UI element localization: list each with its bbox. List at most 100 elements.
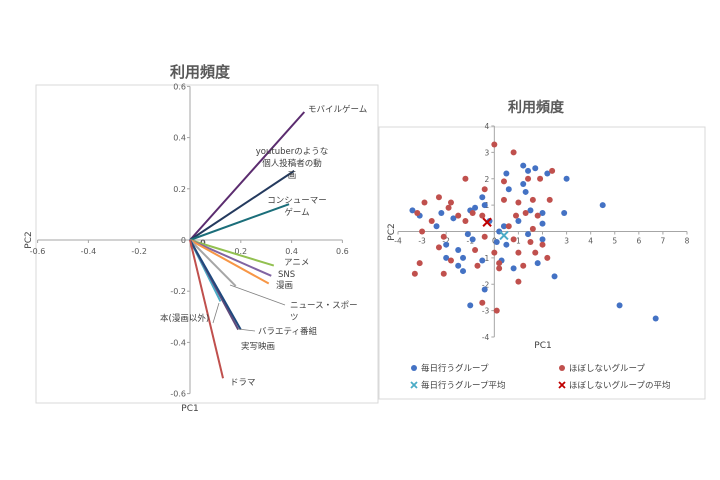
score-plot-point xyxy=(520,162,527,169)
score-plot-point xyxy=(493,307,500,314)
score-plot-point xyxy=(460,254,467,261)
loading-plot-frame xyxy=(35,84,379,404)
score-plot-point xyxy=(428,217,435,224)
loading-plot-x-tick-label: 0.2 xyxy=(234,247,247,256)
score-plot-y-tick-label: 3 xyxy=(485,148,490,157)
loading-vector xyxy=(189,239,242,331)
score-plot-points xyxy=(409,141,659,322)
score-plot-point xyxy=(421,199,428,206)
score-plot-point xyxy=(467,302,474,309)
score-plot-point xyxy=(503,170,510,177)
score-plot-point xyxy=(525,175,532,182)
score-plot-point xyxy=(496,260,503,267)
vector-label: ドラマ xyxy=(230,378,256,388)
score-plot-point xyxy=(491,141,498,148)
score-plot-point xyxy=(539,210,546,217)
loading-plot-x-tick-label: -0.6 xyxy=(30,247,46,256)
legend-marker xyxy=(558,381,566,389)
score-plot-point xyxy=(496,265,503,272)
score-plot-point xyxy=(493,239,500,246)
score-plot-point xyxy=(527,207,534,214)
score-plot-point xyxy=(505,186,512,193)
score-plot-point xyxy=(435,194,442,201)
score-plot-point xyxy=(522,188,529,195)
score-plot-point xyxy=(539,220,546,227)
loading-plot: 利用頻度 -0.6 -0.4 -0.2 0.2 0.4 0.6 0.6 0.4 0.2 0 -0.2… xyxy=(24,63,379,414)
score-plot-x-tick-label: -3 xyxy=(418,237,426,246)
vector-label: 漫画 xyxy=(276,280,293,291)
loading-plot-axes: -0.6 -0.4 -0.2 0.2 0.4 0.6 0.6 0.4 0.2 0 -0.2 -0.4 -… xyxy=(30,82,349,398)
score-plot-y-tick-label: 4 xyxy=(485,122,490,131)
score-plot-point xyxy=(525,231,532,238)
score-plot-point xyxy=(513,212,520,219)
score-plot-point xyxy=(447,199,454,206)
score-plot-point xyxy=(537,175,544,182)
vector-label: アニメ xyxy=(284,258,309,268)
legend-label: 毎日行うグループ xyxy=(421,363,489,374)
score-plot-point xyxy=(481,186,488,193)
vector-label-leader xyxy=(229,284,286,306)
score-plot-point xyxy=(447,257,454,264)
score-plot-x-axis-label: PC1 xyxy=(534,341,551,351)
loading-plot-y-axis-label: PC2 xyxy=(24,231,34,248)
vector-label: モバイルゲーム xyxy=(308,104,367,115)
loading-plot-x-axis-label: PC1 xyxy=(181,404,198,414)
score-plot-point xyxy=(472,204,479,211)
score-plot-point xyxy=(443,241,450,248)
score-plot-point xyxy=(443,254,450,261)
score-plot-point xyxy=(455,262,462,269)
score-plot-point xyxy=(515,217,522,224)
score-plot-axes: -4-3-2-10123456784321-1-2-3-4 xyxy=(394,122,689,342)
loading-plot-y-tick-label: -0.6 xyxy=(170,390,186,399)
score-plot-y-tick-label: -4 xyxy=(482,333,490,342)
vector-label-leader xyxy=(212,302,220,324)
legend-marker xyxy=(410,381,418,389)
score-plot-point xyxy=(460,268,467,275)
score-plot-x-tick-label: 7 xyxy=(661,237,666,246)
score-plot-point xyxy=(440,270,447,277)
score-plot-point xyxy=(455,212,462,219)
legend-label: 毎日行うグループ平均 xyxy=(421,380,506,391)
loading-plot-x-tick-label: -0.2 xyxy=(131,247,147,256)
score-plot-point xyxy=(416,260,423,267)
score-plot-point xyxy=(527,239,534,246)
loading-plot-title: 利用頻度 xyxy=(170,63,231,81)
score-plot-point xyxy=(445,204,452,211)
score-plot-point xyxy=(515,199,522,206)
score-plot-point xyxy=(481,233,488,240)
score-plot-point xyxy=(529,225,536,232)
vector-label: 実写映画 xyxy=(241,341,275,352)
loading-plot-y-tick-label: 0.4 xyxy=(173,134,186,143)
loading-plot-x-tick-label: -0.4 xyxy=(81,247,97,256)
score-plot-point xyxy=(419,228,426,235)
loading-vector xyxy=(189,170,295,241)
loading-vector xyxy=(189,203,290,241)
score-plot-point xyxy=(462,175,469,182)
score-plot-point xyxy=(599,202,606,209)
loading-vector xyxy=(189,239,237,287)
vector-label: 本(漫画以外) xyxy=(160,313,209,324)
score-plot-point xyxy=(464,231,471,238)
score-plot-point xyxy=(411,270,418,277)
score-plot-mean-marker xyxy=(499,230,509,241)
score-plot-point xyxy=(481,202,488,209)
score-plot-mean-marker xyxy=(482,217,492,227)
score-plot-point xyxy=(515,249,522,256)
score-plot-point xyxy=(546,196,553,203)
loading-vector xyxy=(189,239,270,285)
score-plot-x-tick-label: 5 xyxy=(612,237,617,246)
legend-marker xyxy=(559,365,565,371)
score-plot-frame xyxy=(378,126,706,400)
score-plot-y-tick-label: -2 xyxy=(482,280,490,289)
loading-vector xyxy=(189,239,272,277)
score-plot-x-tick-label: -2 xyxy=(442,237,450,246)
score-plot-point xyxy=(481,286,488,293)
loading-plot-y-tick-label: 0 xyxy=(181,236,186,245)
score-plot: 利用頻度 -4-3-2-10123456784321-1-2-3-4 PC1 P… xyxy=(378,99,706,400)
score-plot-y-axis-label: PC2 xyxy=(387,223,397,240)
score-plot-point xyxy=(525,167,532,174)
legend-marker xyxy=(411,365,417,371)
score-plot-point xyxy=(616,302,623,309)
score-plot-point xyxy=(469,236,476,243)
score-plot-point xyxy=(500,196,507,203)
